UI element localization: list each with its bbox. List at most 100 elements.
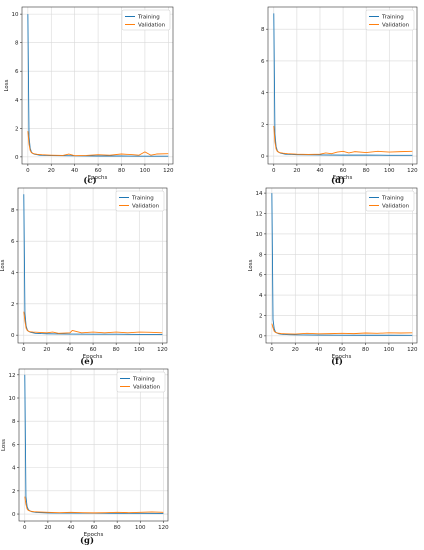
y-tick-label: 14	[256, 191, 263, 197]
x-tick-label: 100	[140, 168, 151, 174]
chart-panel: 0 20 40 60 80 100 120 0 2 4 6 8 Epochs Training Valida…	[261, 6, 418, 186]
x-tick-label: 100	[134, 347, 145, 353]
series-line-training	[27, 14, 169, 157]
chart-panel: 0 20 40 60 80 100 120 0 2 4 6 8 Epochs Loss Training Va…	[0, 187, 168, 367]
y-tick-label: 0	[12, 512, 16, 518]
y-tick-label: 2	[259, 313, 263, 319]
y-tick-label: 0	[261, 154, 265, 160]
plot-frame	[17, 187, 168, 344]
y-axis-label: Loss	[1, 439, 7, 451]
y-tick-label: 0	[15, 155, 19, 161]
legend: Training Validation	[365, 9, 415, 31]
legend: Training Validation	[121, 9, 171, 31]
y-tick-label: 8	[11, 208, 15, 214]
legend: Training Validation	[115, 190, 165, 212]
legend-label: Validation	[132, 204, 160, 210]
legend-label: Validation	[133, 385, 161, 391]
x-axis-label: Epochs	[332, 354, 352, 360]
x-tick-label: 40	[71, 168, 78, 174]
chart-panel: 0 20 40 60 80 100 120 0 2 4 6 8 10 Epochs Loss Training…	[4, 6, 174, 186]
legend-label: Validation	[382, 23, 410, 29]
x-tick-label: 40	[67, 525, 74, 531]
series-line-validation	[271, 323, 413, 335]
y-tick-label: 4	[261, 91, 265, 97]
x-tick-label: 0	[270, 347, 274, 353]
y-tick-label: 8	[259, 252, 263, 258]
x-axis-label: Epochs	[83, 354, 103, 360]
x-tick-label: 100	[384, 168, 395, 174]
plot-frame	[18, 368, 169, 522]
y-tick-label: 4	[259, 293, 263, 299]
series-line-validation	[27, 131, 169, 157]
plot-frame	[267, 6, 418, 165]
x-tick-label: 20	[292, 347, 299, 353]
x-tick-label: 120	[158, 525, 169, 531]
legend: Training Validation	[365, 190, 415, 212]
x-tick-label: 80	[113, 347, 120, 353]
y-axis-label: Loss	[0, 259, 6, 271]
x-tick-label: 80	[118, 168, 125, 174]
x-tick-label: 60	[91, 525, 98, 531]
panel-caption: (d)	[331, 175, 345, 186]
chart-panel: 0 20 40 60 80 100 120 0 2 4 6 8 10 12 14 Epochs Loss Trai…	[248, 187, 418, 367]
plot-frame	[265, 187, 418, 344]
y-tick-label: 0	[11, 333, 15, 339]
panel-caption: (f)	[331, 356, 343, 367]
y-tick-label: 6	[11, 239, 15, 245]
series-line-validation	[273, 125, 413, 155]
y-tick-label: 2	[12, 489, 16, 495]
x-axis-label: Epochs	[333, 175, 353, 181]
series-line-training	[271, 193, 413, 336]
x-tick-label: 100	[384, 347, 395, 353]
x-tick-label: 60	[339, 347, 346, 353]
x-tick-label: 120	[407, 347, 418, 353]
x-tick-label: 0	[272, 168, 276, 174]
legend-label: Training	[132, 377, 155, 383]
y-tick-label: 10	[9, 396, 16, 402]
y-tick-label: 10	[256, 232, 263, 238]
y-tick-label: 12	[9, 373, 16, 379]
panel-caption: (c)	[83, 175, 96, 186]
legend-label: Validation	[382, 204, 410, 210]
panel-caption: (g)	[80, 535, 94, 546]
x-tick-label: 40	[315, 347, 322, 353]
legend-label: Training	[381, 196, 404, 202]
y-tick-label: 4	[12, 466, 16, 472]
x-tick-label: 80	[363, 168, 370, 174]
y-tick-label: 8	[12, 419, 16, 425]
x-tick-label: 100	[135, 525, 146, 531]
legend-label: Validation	[138, 23, 166, 29]
series-line-training	[23, 194, 163, 335]
y-tick-label: 6	[12, 442, 16, 448]
series-line-validation	[24, 496, 164, 514]
x-tick-label: 120	[157, 347, 168, 353]
y-tick-label: 4	[11, 271, 15, 277]
panel-caption: (e)	[80, 356, 93, 367]
x-axis-label: Epochs	[84, 532, 104, 538]
x-tick-label: 20	[293, 168, 300, 174]
x-tick-label: 60	[95, 168, 102, 174]
x-tick-label: 40	[66, 347, 73, 353]
y-tick-label: 2	[15, 126, 19, 132]
legend-label: Training	[381, 15, 404, 21]
series-line-validation	[23, 311, 163, 334]
legend-label: Training	[131, 196, 154, 202]
y-tick-label: 6	[15, 69, 19, 75]
legend-label: Training	[137, 15, 160, 21]
y-tick-label: 2	[261, 122, 265, 128]
x-tick-label: 0	[22, 347, 26, 353]
y-tick-label: 2	[11, 302, 15, 308]
x-axis-label: Epochs	[88, 175, 108, 181]
y-tick-label: 8	[15, 41, 19, 47]
x-tick-label: 80	[362, 347, 369, 353]
x-tick-label: 20	[48, 168, 55, 174]
series-line-training	[273, 13, 413, 156]
y-tick-label: 6	[261, 59, 265, 65]
legend: Training Validation	[116, 371, 166, 393]
x-tick-label: 60	[90, 347, 97, 353]
y-tick-label: 8	[261, 27, 265, 33]
x-tick-label: 20	[43, 347, 50, 353]
x-tick-label: 120	[163, 168, 174, 174]
x-tick-label: 0	[23, 525, 27, 531]
